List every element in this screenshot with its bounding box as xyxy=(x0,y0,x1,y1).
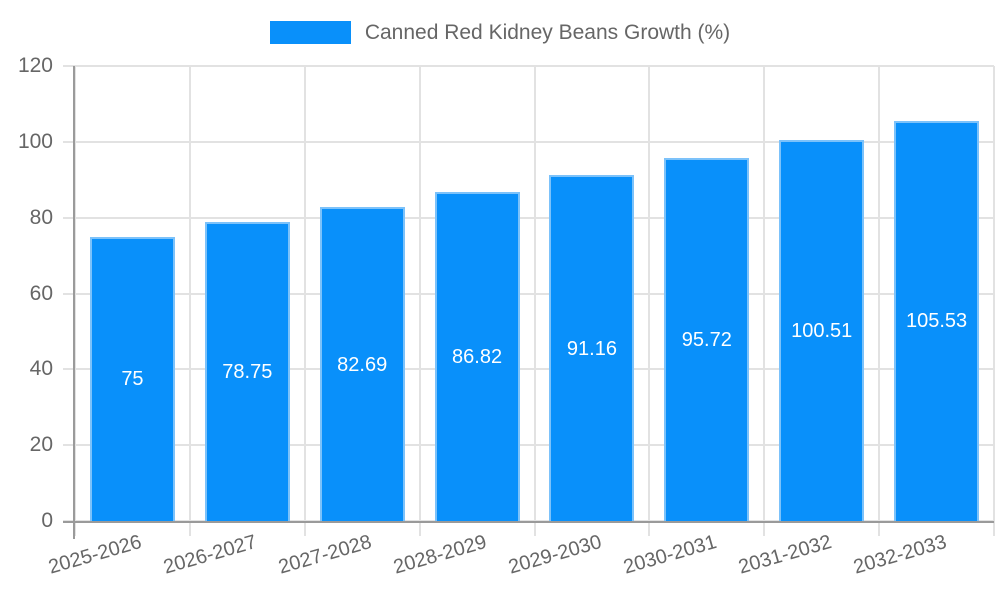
h-gridline xyxy=(63,292,994,295)
bar[interactable]: 78.75 xyxy=(204,222,290,521)
bar-value-label: 82.69 xyxy=(337,353,388,376)
bar[interactable]: 95.72 xyxy=(664,158,750,521)
v-gridline xyxy=(763,66,766,536)
h-gridline xyxy=(63,140,994,143)
h-gridline xyxy=(63,368,994,371)
legend[interactable]: Canned Red Kidney Beans Growth (%) xyxy=(0,20,1000,45)
legend-swatch-icon xyxy=(269,21,351,45)
h-gridline xyxy=(63,216,994,219)
v-gridline xyxy=(648,66,651,536)
bar-value-label: 86.82 xyxy=(452,345,503,368)
h-gridline xyxy=(63,65,994,67)
y-tick-label: 120 xyxy=(17,54,53,77)
v-gridline xyxy=(74,66,76,536)
bar-value-label: 75 xyxy=(121,368,144,391)
v-gridline xyxy=(418,66,421,536)
bar-value-label: 105.53 xyxy=(905,310,968,333)
bar[interactable]: 105.53 xyxy=(894,120,980,521)
bar[interactable]: 82.69 xyxy=(319,207,405,521)
bar[interactable]: 91.16 xyxy=(549,175,635,521)
y-tick-label: 100 xyxy=(17,129,53,153)
bar[interactable]: 100.51 xyxy=(779,139,865,521)
v-gridline xyxy=(993,66,995,536)
v-gridline xyxy=(533,66,536,536)
x-axis-line xyxy=(63,521,994,523)
v-gridline xyxy=(188,66,191,536)
y-tick-label: 40 xyxy=(29,357,53,381)
bar-value-label: 91.16 xyxy=(566,337,617,360)
v-gridline xyxy=(878,66,881,536)
v-gridline xyxy=(303,66,306,536)
plot-area: 0 20 40 60 80 100 120 75 2025-2026 78.75 2026-2027… xyxy=(18,54,995,579)
legend-label: Canned Red Kidney Beans Growth (%) xyxy=(364,21,731,44)
bar-value-label: 95.72 xyxy=(681,329,732,352)
bar[interactable]: 75 xyxy=(89,236,175,521)
h-gridline xyxy=(63,444,994,447)
y-axis-line xyxy=(73,66,75,539)
bar[interactable]: 86.82 xyxy=(434,191,520,521)
y-tick-label: 60 xyxy=(29,281,53,305)
y-tick-label: 0 xyxy=(41,509,53,532)
bar-value-label: 78.75 xyxy=(222,361,273,384)
y-tick-label: 20 xyxy=(29,433,53,457)
bar-value-label: 100.51 xyxy=(791,319,853,342)
y-tick-label: 80 xyxy=(29,205,53,229)
